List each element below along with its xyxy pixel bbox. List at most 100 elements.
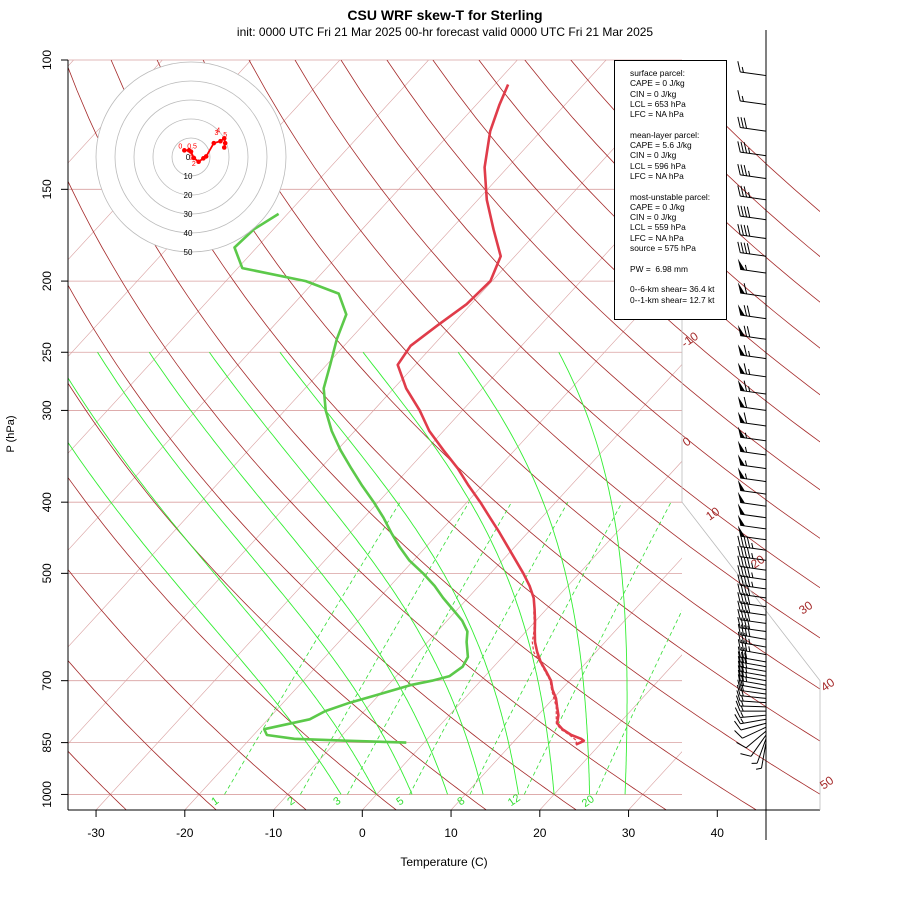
- y-tick-label: 100: [40, 50, 54, 70]
- mixing-ratio-line: [347, 501, 512, 795]
- wind-barb-flag: [737, 164, 741, 176]
- wind-barb-shaft: [740, 689, 767, 695]
- hodograph-background: [96, 62, 286, 252]
- wind-barb-flag: [737, 185, 741, 197]
- wind-barb-shaft: [740, 695, 767, 699]
- wind-barb-shaft: [740, 722, 767, 731]
- wind-barb-shaft: [745, 730, 767, 749]
- wind-barb-shaft: [740, 406, 767, 411]
- hodograph-height-label: 2: [192, 161, 196, 168]
- isotherm-line: [68, 73, 682, 745]
- wind-barb-flag: [734, 730, 743, 739]
- wind-barb-flag: [737, 116, 741, 128]
- moist-adiabat-line: [457, 352, 591, 795]
- wind-barb-flag: [743, 575, 748, 587]
- dry-adiabat-line: [68, 180, 667, 810]
- wind-barb-flag: [734, 707, 741, 718]
- wind-barb-flag: [737, 61, 741, 73]
- wind-barb-shaft: [740, 584, 767, 590]
- mixing-ratio-label: 8: [455, 795, 467, 808]
- x-axis-label: Temperature (C): [400, 855, 488, 869]
- wind-barb-flag: [737, 535, 741, 547]
- wind-barb-pennant: [737, 362, 746, 374]
- wind-barb-shaft: [740, 372, 767, 378]
- wind-barb-shaft: [740, 556, 767, 561]
- surface-lfc: LFC = NA hPa: [630, 109, 684, 120]
- surface-parcel-heading: surface parcel:: [630, 68, 685, 78]
- wind-barb-shaft: [740, 252, 767, 257]
- wind-barb-half-flag: [741, 66, 744, 73]
- wind-barb-shaft: [740, 234, 767, 239]
- isotherm-line: [450, 557, 682, 810]
- wind-barb-flag: [743, 546, 748, 558]
- wind-barb-half-flag: [744, 264, 748, 271]
- wind-barb-pennant: [737, 258, 746, 271]
- x-tick-label: 30: [622, 826, 636, 840]
- dry-adiabat-line: [68, 284, 577, 810]
- most-unstable-lcl: LCL = 559 hPa: [630, 222, 686, 233]
- hodograph-ring-label: 0: [186, 153, 191, 162]
- wind-barb-pennant: [737, 467, 746, 479]
- wind-barb-flag: [737, 660, 741, 672]
- wind-barb-pennant: [737, 324, 746, 337]
- hodograph-point: [188, 149, 194, 154]
- dry-adiabat-label: 10: [703, 504, 722, 523]
- wind-barb-flag: [736, 695, 741, 707]
- wind-barb-flag: [737, 646, 741, 658]
- wind-barb-half-flag: [748, 386, 751, 392]
- wind-barb-half-flag: [751, 572, 754, 578]
- wind-barb-flag: [737, 665, 741, 677]
- wind-barb-shaft: [756, 738, 767, 764]
- wind-barb-half-flag: [751, 581, 754, 588]
- wind-barb-flag: [740, 224, 744, 236]
- wind-barb-flag: [740, 574, 744, 586]
- dry-adiabat-line: [110, 60, 820, 795]
- mixing-ratio-line: [469, 502, 623, 795]
- wind-barb-pennant: [737, 396, 746, 408]
- y-tick-label: 850: [40, 732, 54, 752]
- mean-layer-cape: CAPE = 5.6 J/kg: [630, 140, 692, 151]
- wind-barb-flag: [740, 661, 745, 673]
- wind-barb-flag: [743, 117, 748, 129]
- hodograph-point: [218, 138, 223, 144]
- wind-barb-flag: [746, 566, 751, 578]
- wind-barb-flag: [743, 536, 748, 548]
- wind-barb-shaft: [740, 671, 767, 677]
- hodograph-point: [222, 140, 228, 146]
- hodograph-height-label: 3: [214, 130, 218, 137]
- hodograph-ring-label: 10: [184, 172, 193, 181]
- mean-layer-lfc: LFC = NA hPa: [630, 170, 684, 181]
- wind-barb-flag: [743, 325, 748, 337]
- y-tick-label: 250: [40, 342, 54, 362]
- wind-barb-half-flag: [744, 446, 748, 453]
- dry-adiabat-line: [202, 60, 820, 690]
- moist-adiabat-line: [558, 352, 628, 795]
- wind-barb-flag: [743, 305, 748, 317]
- moist-adiabat-line: [97, 352, 413, 795]
- wind-barb-pennant: [737, 304, 746, 316]
- wind-barb-flag: [737, 224, 741, 235]
- wind-barb-shaft: [740, 656, 767, 663]
- wind-barb-half-flag: [751, 553, 754, 559]
- mixing-ratio-label: 1: [209, 795, 221, 808]
- hodograph-ring: [171, 137, 211, 177]
- y-tick-label: 500: [40, 563, 54, 583]
- wind-barb-shaft: [740, 215, 767, 221]
- wind-barb-pennant: [737, 344, 746, 356]
- x-tick-label: 0: [359, 826, 366, 840]
- mixing-ratio-line: [523, 502, 672, 795]
- hodograph-ring: [152, 118, 230, 196]
- wind-barb-flag: [736, 690, 741, 702]
- wind-barb-flag: [740, 185, 744, 197]
- wind-barb-flag: [736, 684, 741, 696]
- wind-barb-pennant: [737, 491, 746, 504]
- dry-adiabat-line: [68, 660, 217, 810]
- y-tick-label: 700: [40, 670, 54, 690]
- dry-adiabat-line: [68, 476, 397, 810]
- wind-barb-flag: [740, 647, 745, 659]
- wind-barb-half-flag: [751, 542, 754, 549]
- wind-barb-pennant: [737, 454, 746, 466]
- wind-barb-shaft: [740, 464, 767, 470]
- dry-adiabat-line: [386, 60, 820, 491]
- shear-0-6km: 0--6-km shear= 36.4 kt: [630, 284, 715, 295]
